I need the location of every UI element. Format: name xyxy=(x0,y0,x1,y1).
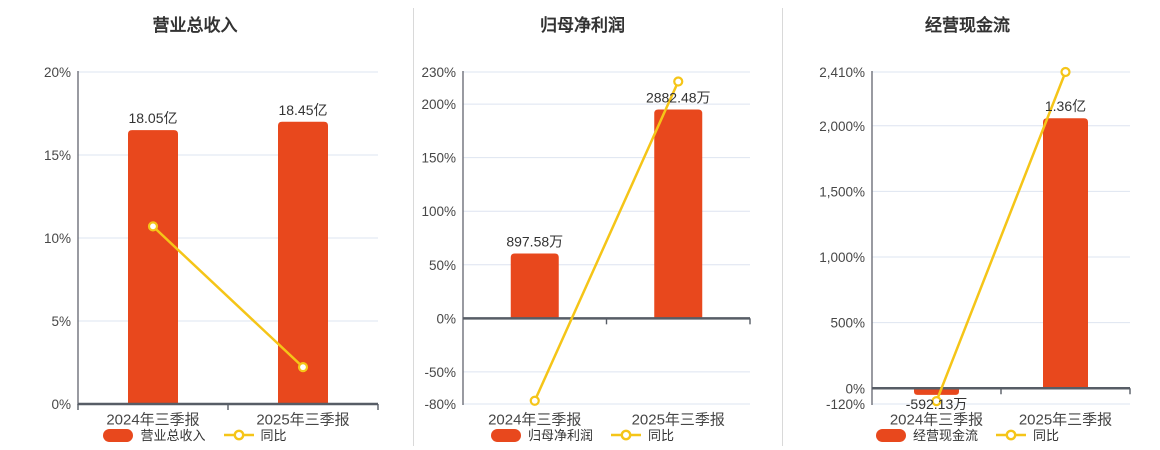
bar-swatch-icon xyxy=(875,428,906,442)
legend-item-bar-series[interactable]: 归母净利润 xyxy=(490,427,593,443)
legend-item-line-series[interactable]: 同比 xyxy=(223,427,287,443)
y-axis-label: 500% xyxy=(830,316,865,331)
x-axis-label: 2024年三季报 xyxy=(890,412,983,429)
chart-panel-operating-cash-flow: 经营现金流 -592.13万 1.36亿 -120% 0% 500% 1,000% 1,50… xyxy=(775,0,1160,450)
bar-series-label: 经营现金流 xyxy=(912,427,978,443)
yoy-line xyxy=(533,80,680,403)
y-axis-label: 10% xyxy=(44,231,71,246)
y-axis-label: 0% xyxy=(845,381,865,396)
line-series-label: 同比 xyxy=(260,427,287,443)
revenue-chart-plot: 18.05亿 18.45亿 0% 5% 10% 15% 20% 2024年三季报 2025年三季… xyxy=(44,65,379,429)
yoy-marker-2025年三季报[interactable] xyxy=(297,362,309,373)
y-axis-label: 5% xyxy=(51,314,71,329)
y-axis-label: 50% xyxy=(429,258,456,273)
chart-title: 营业总收入 xyxy=(152,16,238,35)
chart-legend: 营业总收入 同比 xyxy=(0,426,390,444)
bar-value-label: 897.58万 xyxy=(506,234,563,250)
y-axis-label: 150% xyxy=(421,151,456,166)
y-axis-label: 200% xyxy=(421,97,456,112)
yoy-marker-2025年三季报[interactable] xyxy=(673,76,684,87)
chart-panel-net-profit: 归母净利润 897.58万 2882.48万 -80% -50% 0% 50% 100% 15… xyxy=(390,0,775,450)
bar-value-label: -592.13万 xyxy=(906,396,967,412)
y-axis-label: 15% xyxy=(44,148,71,163)
chart-panel-revenue: 营业总收入 18.05亿 18.45亿 0% 5% 10% 15% 20% 2024年三季报 2… xyxy=(0,0,390,450)
bar-2025年三季报[interactable] xyxy=(654,109,703,319)
yoy-line xyxy=(935,70,1067,403)
legend-item-bar-series[interactable]: 经营现金流 xyxy=(875,427,978,443)
bar-series-label: 营业总收入 xyxy=(140,427,206,443)
bar-swatch-icon xyxy=(490,428,521,442)
y-axis-label: 230% xyxy=(421,65,456,80)
legend-item-bar-series[interactable]: 营业总收入 xyxy=(103,427,206,443)
bar-2025年三季报[interactable] xyxy=(1043,118,1088,389)
chart-legend: 经营现金流 同比 xyxy=(775,426,1160,444)
x-axis-label: 2024年三季报 xyxy=(106,412,199,429)
panel-divider xyxy=(782,8,783,446)
bar-2025年三季报[interactable] xyxy=(278,121,328,405)
legend-item-line-series[interactable]: 同比 xyxy=(611,429,674,442)
y-axis-label: 2,000% xyxy=(819,119,865,134)
bar-value-label: 1.36亿 xyxy=(1045,98,1086,114)
line-swatch-icon xyxy=(996,429,1026,441)
net-profit-chart-plot: 897.58万 2882.48万 -80% -50% 0% 50% 100% 150% 200%… xyxy=(421,65,751,429)
x-axis-label: 2025年三季报 xyxy=(256,412,349,429)
yoy-marker-2024年三季报[interactable] xyxy=(147,221,159,232)
yoy-marker-2024年三季报[interactable] xyxy=(529,395,540,406)
yoy-marker-2025年三季报[interactable] xyxy=(1060,66,1071,78)
y-axis-label: 100% xyxy=(421,204,456,219)
bar-2024年三季报[interactable] xyxy=(128,130,178,404)
line-series-label: 同比 xyxy=(648,427,675,443)
y-axis-label: 0% xyxy=(436,311,456,326)
x-axis-label: 2025年三季报 xyxy=(632,412,725,429)
y-axis-label: -120% xyxy=(826,397,865,412)
cash-flow-chart-plot: -592.13万 1.36亿 -120%0% 500% 1,000% 1,500% 2,00… xyxy=(819,65,1131,429)
yoy-marker-2024年三季报[interactable] xyxy=(931,396,942,407)
y-axis-label: 20% xyxy=(44,65,71,80)
chart-title: 经营现金流 xyxy=(925,16,1010,35)
bar-value-label: 2882.48万 xyxy=(646,89,711,105)
y-axis-label: 2,410% xyxy=(819,65,865,80)
y-axis-label: 1,000% xyxy=(819,250,865,265)
y-axis-label: 0% xyxy=(51,397,71,412)
panel-divider xyxy=(413,8,414,446)
x-axis-label: 2025年三季报 xyxy=(1019,412,1112,429)
line-swatch-icon xyxy=(223,429,254,441)
legend-item-line-series[interactable]: 同比 xyxy=(996,429,1059,442)
bar-2024年三季报[interactable] xyxy=(510,253,559,319)
line-swatch-icon xyxy=(611,429,641,441)
chart-legend: 归母净利润 同比 xyxy=(390,426,775,444)
bar-series-label: 归母净利润 xyxy=(527,427,593,443)
line-series-label: 同比 xyxy=(1033,427,1060,443)
yoy-line xyxy=(151,225,305,369)
bar-2024年三季报[interactable] xyxy=(914,388,959,395)
y-axis-label: 1,500% xyxy=(819,184,865,199)
y-axis-label: -50% xyxy=(424,365,456,380)
y-axis-label: -80% xyxy=(424,397,456,412)
chart-title: 归母净利润 xyxy=(540,16,625,35)
bar-value-label: 18.45亿 xyxy=(278,102,327,118)
bar-swatch-icon xyxy=(103,428,134,442)
x-axis-label: 2024年三季报 xyxy=(488,412,581,429)
bar-value-label: 18.05亿 xyxy=(128,110,177,126)
